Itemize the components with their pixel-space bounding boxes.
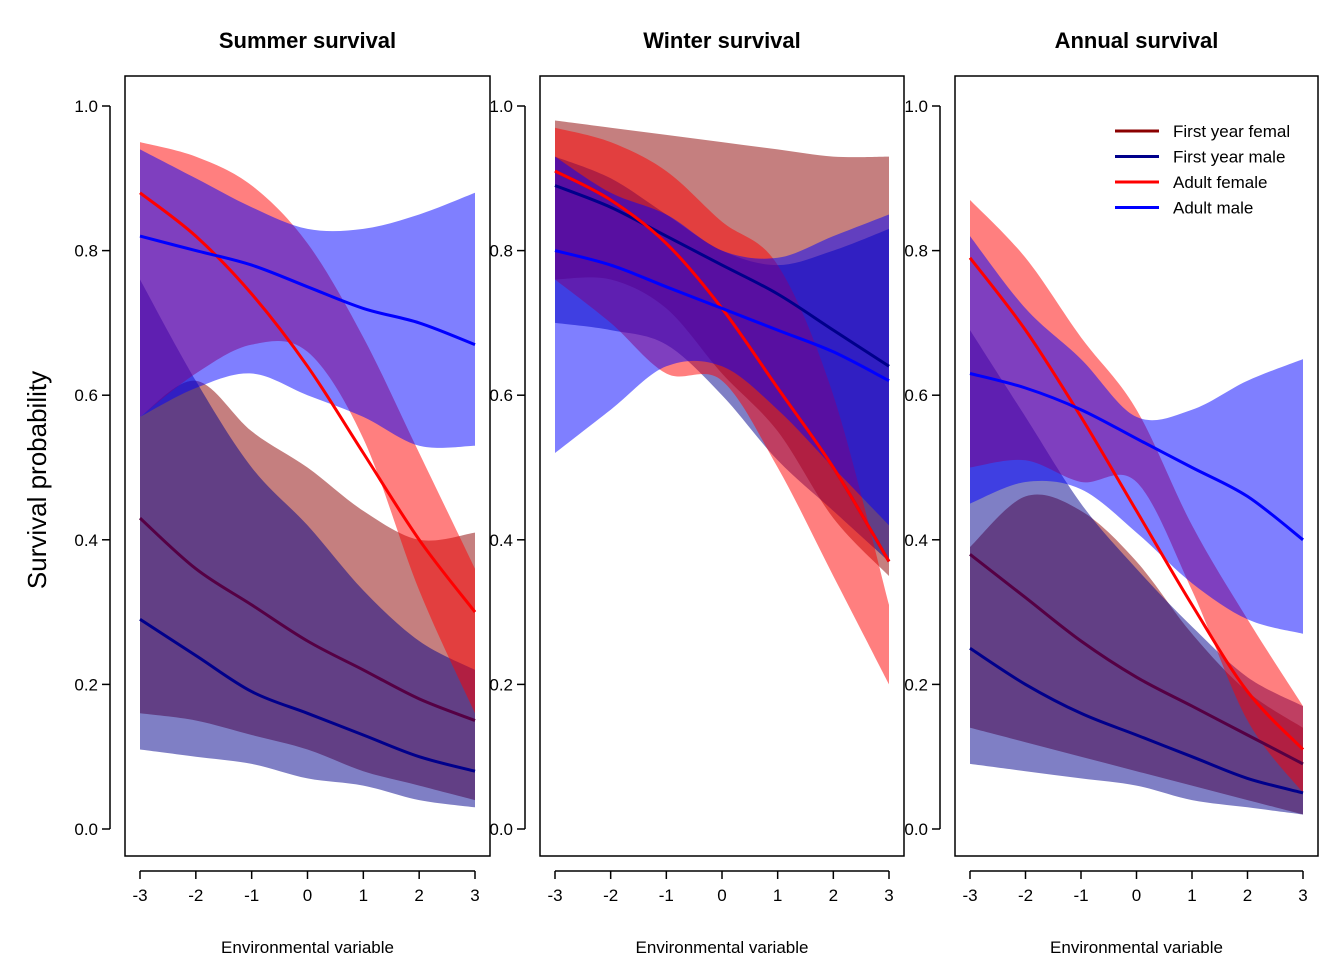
- x-tick-label: 2: [1243, 886, 1252, 905]
- x-tick-label: -1: [1073, 886, 1088, 905]
- x-tick-label: -1: [659, 886, 674, 905]
- y-axis-label: Survival probability: [22, 371, 52, 589]
- y-tick-label: 1.0: [904, 97, 928, 116]
- mean-line-3: [139, 191, 477, 614]
- panel-2: Winter survival -3 -2 -1 0 1 2 3 Environmental v…: [489, 28, 905, 957]
- x-tick-label: 2: [414, 886, 423, 905]
- x-tick-label: 2: [829, 886, 838, 905]
- x-tick-label: 3: [1298, 886, 1307, 905]
- legend-label: First year femal: [1173, 122, 1290, 141]
- plot-frame: [954, 75, 1319, 857]
- y-tick-label: 0.2: [74, 675, 98, 694]
- legend-label: Adult female: [1173, 173, 1268, 192]
- x-tick-label: 1: [359, 886, 368, 905]
- x-tick-label: -2: [1018, 886, 1033, 905]
- mean-line-3: [968, 256, 1305, 751]
- legend: First year femal First year male Adult fem…: [1115, 122, 1290, 218]
- x-tick-label: 0: [717, 886, 726, 905]
- y-tick-label: 0.2: [489, 675, 513, 694]
- x-axis-label: Environmental variable: [636, 938, 809, 957]
- x-axis-label: Environmental variable: [1050, 938, 1223, 957]
- panel-title: Annual survival: [1055, 28, 1219, 53]
- x-tick-label: 0: [303, 886, 312, 905]
- x-tick-label: 1: [773, 886, 782, 905]
- x-tick-label: -3: [962, 886, 977, 905]
- y-tick-label: 0.8: [74, 242, 98, 261]
- x-tick-label: -2: [188, 886, 203, 905]
- legend-label: First year male: [1173, 148, 1285, 167]
- mean-line-2: [969, 647, 1304, 795]
- confidence-band-2: [970, 330, 1303, 815]
- x-tick-label: 3: [884, 886, 893, 905]
- mean-line-3: [554, 169, 891, 563]
- x-axis-label: Environmental variable: [221, 938, 394, 957]
- y-tick-label: 0.4: [489, 531, 513, 550]
- y-tick-label: 0.8: [904, 242, 928, 261]
- y-tick-label: 0.6: [904, 386, 928, 405]
- x-tick-label: -3: [132, 886, 147, 905]
- legend-label: Adult male: [1173, 199, 1253, 218]
- y-tick-label: 1.0: [74, 97, 98, 116]
- confidence-band-4: [970, 236, 1303, 634]
- x-tick-label: -1: [244, 886, 259, 905]
- mean-line-1: [138, 516, 476, 722]
- x-tick-label: -3: [547, 886, 562, 905]
- y-tick-label: 1.0: [489, 97, 513, 116]
- mean-line-4: [139, 234, 476, 346]
- panel-3: Annual survival -3 -2 -1 0 1 2 3 Environmental v…: [904, 28, 1319, 957]
- confidence-band-4: [140, 149, 475, 448]
- y-tick-label: 0.4: [904, 531, 928, 550]
- y-tick-label: 0.6: [74, 386, 98, 405]
- panel-title: Winter survival: [643, 28, 801, 53]
- panels: Summer survival -3 -2 -1 0 1 2 3 Environmental v…: [74, 28, 1319, 957]
- plot-frame: [124, 75, 491, 857]
- x-tick-label: 3: [470, 886, 479, 905]
- confidence-band-4: [555, 156, 889, 526]
- y-tick-label: 0.6: [489, 386, 513, 405]
- mean-line-4: [969, 372, 1304, 541]
- y-tick-label: 0.4: [74, 531, 98, 550]
- mean-line-4: [554, 249, 890, 383]
- y-tick-label: 0.0: [74, 820, 98, 839]
- y-tick-label: 0.0: [904, 820, 928, 839]
- mean-line-2: [554, 184, 890, 368]
- y-tick-label: 0.8: [489, 242, 513, 261]
- mean-line-1: [969, 553, 1304, 766]
- mean-line-2: [139, 618, 476, 773]
- panel-1: Summer survival -3 -2 -1 0 1 2 3 Environmental v…: [74, 28, 491, 957]
- x-tick-label: 1: [1187, 886, 1196, 905]
- panel-title: Summer survival: [219, 28, 396, 53]
- plot-frame: [539, 75, 905, 857]
- x-tick-label: 0: [1132, 886, 1141, 905]
- x-tick-label: -2: [603, 886, 618, 905]
- y-tick-label: 0.0: [489, 820, 513, 839]
- y-tick-label: 0.2: [904, 675, 928, 694]
